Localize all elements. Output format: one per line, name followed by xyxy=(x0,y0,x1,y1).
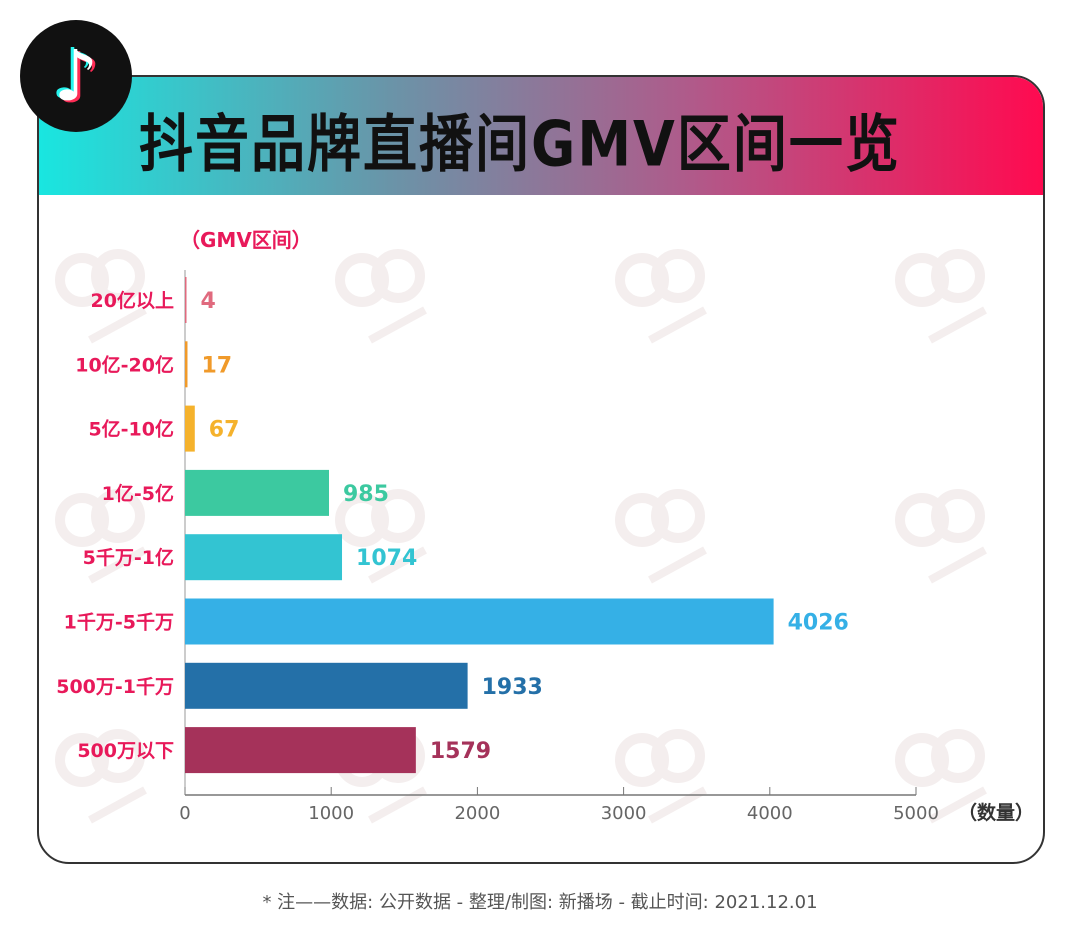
category-label: 1亿-5亿 xyxy=(102,482,174,505)
y-axis-label: （GMV区间） xyxy=(180,228,312,252)
data-label: 4 xyxy=(201,289,216,314)
bar xyxy=(185,727,416,774)
x-tick-label: 3000 xyxy=(601,803,647,824)
bar xyxy=(185,534,343,581)
data-label: 67 xyxy=(209,418,240,443)
watermark-logo-icon xyxy=(895,729,987,824)
category-label: 500万以下 xyxy=(77,740,174,762)
watermark-logo-icon xyxy=(55,729,147,824)
x-tick-label: 1000 xyxy=(308,803,354,824)
tiktok-logo-icon: ♪ xyxy=(20,20,132,132)
watermark-logo-icon xyxy=(615,249,707,344)
watermark-logo-icon xyxy=(55,249,147,344)
category-label: 10亿-20亿 xyxy=(75,353,174,376)
data-label: 4026 xyxy=(788,611,849,636)
watermark-logo-icon xyxy=(335,249,427,344)
category-label: 500万-1千万 xyxy=(56,676,174,698)
x-axis-label: （数量） xyxy=(958,801,1034,824)
watermark-logo-icon xyxy=(895,249,987,344)
data-label: 1579 xyxy=(430,739,491,764)
header-banner: 抖音品牌直播间GMV区间一览 xyxy=(39,77,1043,195)
footer-note: * 注——数据: 公开数据 - 整理/制图: 新播场 - 截止时间: 2021.… xyxy=(262,892,818,913)
category-label: 5千万-1亿 xyxy=(83,546,174,569)
watermark-logo-icon xyxy=(335,489,427,584)
watermark-logo-icon xyxy=(55,489,147,584)
category-label: 5亿-10亿 xyxy=(88,418,174,441)
x-tick-label: 5000 xyxy=(893,803,939,824)
watermark-logo-icon xyxy=(895,489,987,584)
chart-title: 抖音品牌直播间GMV区间一览 xyxy=(139,108,901,181)
bar xyxy=(185,469,330,516)
x-tick-label: 2000 xyxy=(454,803,500,824)
category-label: 1千万-5千万 xyxy=(64,612,174,634)
data-label: 17 xyxy=(201,353,232,378)
bar xyxy=(185,662,468,709)
bar xyxy=(185,598,774,645)
data-label: 985 xyxy=(343,482,389,507)
x-tick-label: 0 xyxy=(179,803,190,824)
watermark-logo-icon xyxy=(615,489,707,584)
bar xyxy=(185,341,188,388)
x-tick-label: 4000 xyxy=(747,803,793,824)
category-label: 20亿以上 xyxy=(91,289,174,312)
bar xyxy=(185,277,187,323)
data-label: 1074 xyxy=(356,546,417,571)
bar xyxy=(185,405,195,452)
data-label: 1933 xyxy=(482,675,543,700)
